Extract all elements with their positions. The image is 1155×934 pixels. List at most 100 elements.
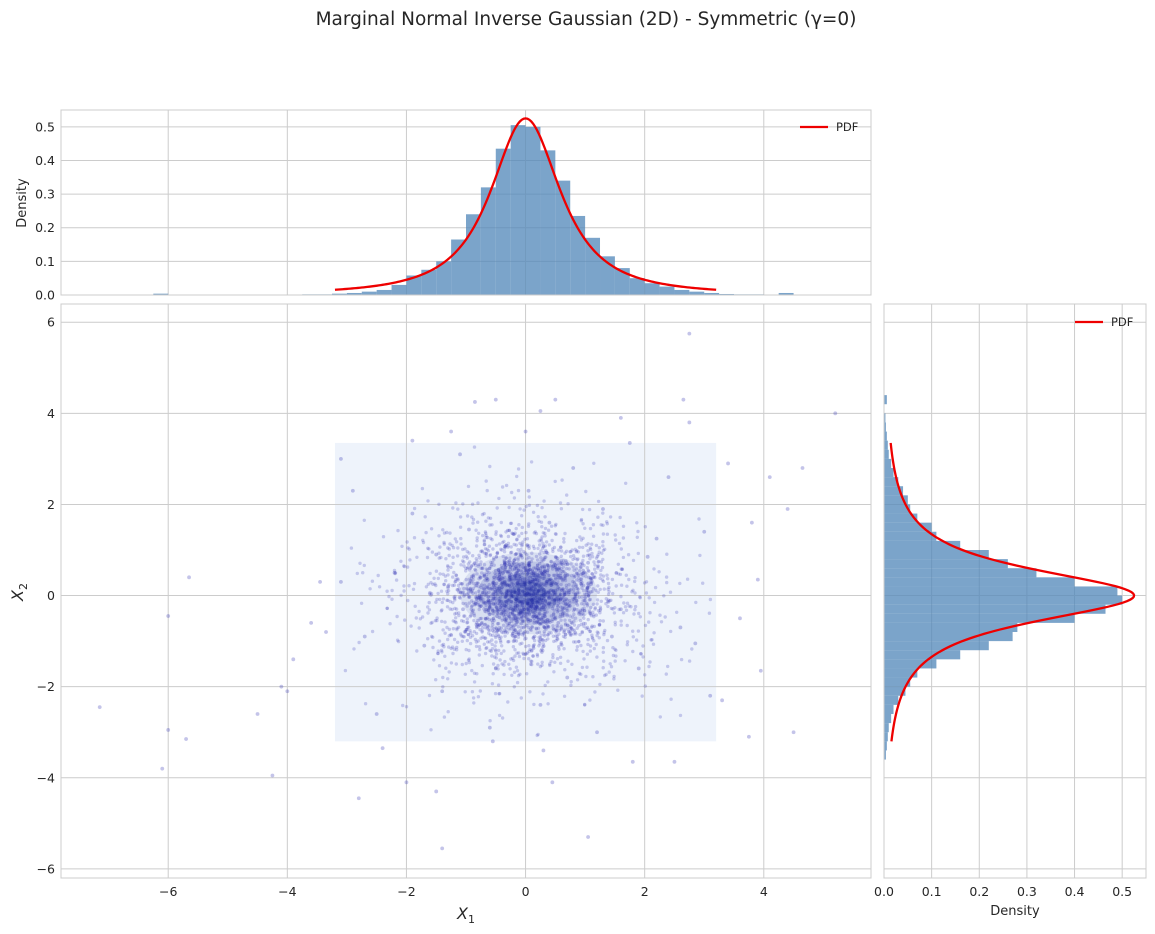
density-core-point <box>537 589 541 593</box>
density-core-point <box>543 605 548 609</box>
density-core-point <box>511 583 515 587</box>
density-core-point <box>474 595 478 599</box>
density-core-point <box>539 633 543 637</box>
density-core-point <box>470 690 475 694</box>
density-core-point <box>399 593 403 598</box>
density-core-point <box>526 617 531 622</box>
density-core-point <box>580 583 584 587</box>
density-core-point <box>550 565 554 569</box>
density-core-point <box>434 678 438 682</box>
density-core-point <box>545 625 549 629</box>
density-core-point <box>569 680 573 684</box>
density-core-point <box>519 582 523 586</box>
right-marginal-x-ticks: 0.0 0.1 0.2 0.3 0.4 0.5 <box>874 884 1132 899</box>
density-core-point <box>519 599 523 603</box>
density-core-point <box>577 640 581 644</box>
density-core-point <box>448 542 452 546</box>
density-core-point <box>465 514 470 518</box>
density-core-point <box>485 578 489 583</box>
density-core-point <box>545 571 549 575</box>
density-core-point <box>514 576 519 580</box>
density-core-point <box>554 592 558 596</box>
density-core-point <box>587 575 591 580</box>
density-core-point <box>559 559 563 563</box>
density-core-point <box>566 502 570 506</box>
density-core-point <box>510 594 515 599</box>
density-core-point <box>426 582 430 586</box>
density-core-point <box>506 598 511 603</box>
density-core-point <box>543 620 547 624</box>
density-core-point <box>525 600 529 605</box>
density-core-point <box>590 624 594 628</box>
density-core-point <box>606 581 611 586</box>
density-core-point <box>526 591 530 595</box>
density-core-point <box>583 526 587 530</box>
density-core-point <box>572 623 577 627</box>
density-core-point <box>446 568 450 572</box>
density-core-point <box>539 598 544 603</box>
density-core-point <box>508 584 512 589</box>
density-core-point <box>574 562 579 566</box>
density-core-point <box>580 586 584 590</box>
scatter-point <box>758 668 763 673</box>
density-core-point <box>708 597 713 602</box>
density-core-point <box>477 653 481 657</box>
density-core-point <box>548 662 552 666</box>
density-core-point <box>534 593 538 598</box>
density-core-point <box>627 604 631 608</box>
density-core-point <box>496 567 500 572</box>
density-core-point <box>606 604 610 609</box>
density-core-point <box>504 599 508 604</box>
density-core-point <box>593 606 597 610</box>
density-core-point <box>509 627 513 631</box>
density-core-point <box>574 583 578 587</box>
density-core-point <box>484 519 488 523</box>
density-core-point <box>566 604 570 608</box>
density-core-point <box>493 590 498 594</box>
density-core-point <box>515 581 519 585</box>
density-core-point <box>638 596 642 600</box>
density-core-point <box>515 538 519 542</box>
density-core-point <box>509 593 514 597</box>
density-core-point <box>532 621 536 625</box>
density-core-point <box>491 556 496 560</box>
density-core-point <box>553 660 557 664</box>
density-core-point <box>483 542 487 547</box>
density-core-point <box>503 580 507 584</box>
density-core-point <box>396 528 400 533</box>
density-core-point <box>449 633 454 637</box>
density-core-point <box>483 600 487 605</box>
density-core-point <box>557 598 561 602</box>
density-core-point <box>541 645 545 649</box>
density-core-point <box>540 613 544 617</box>
density-core-point <box>476 589 481 593</box>
density-core-point <box>453 606 457 611</box>
density-core-point <box>490 607 494 611</box>
density-core-point <box>540 535 544 539</box>
density-core-point <box>553 555 558 559</box>
density-core-point <box>506 700 510 704</box>
density-core-point <box>542 625 546 629</box>
density-core-point <box>532 605 536 609</box>
density-core-point <box>552 590 556 594</box>
density-core-point <box>517 584 522 589</box>
top-legend-label: PDF <box>836 120 858 134</box>
scatter-point <box>532 634 537 639</box>
density-core-point <box>502 559 507 564</box>
density-core-point <box>520 553 524 558</box>
density-core-point <box>441 572 445 576</box>
density-core-point <box>588 611 592 615</box>
density-core-point <box>528 690 532 694</box>
density-core-point <box>546 618 550 622</box>
density-core-point <box>494 532 498 536</box>
density-core-point <box>487 631 491 635</box>
density-core-point <box>633 591 637 595</box>
density-core-point <box>468 628 472 633</box>
density-core-point <box>496 628 500 633</box>
density-core-point <box>552 611 556 616</box>
density-core-point <box>549 581 553 586</box>
density-core-point <box>516 558 520 562</box>
density-core-point <box>477 623 482 627</box>
density-core-point <box>514 622 518 626</box>
density-core-point <box>493 568 498 573</box>
